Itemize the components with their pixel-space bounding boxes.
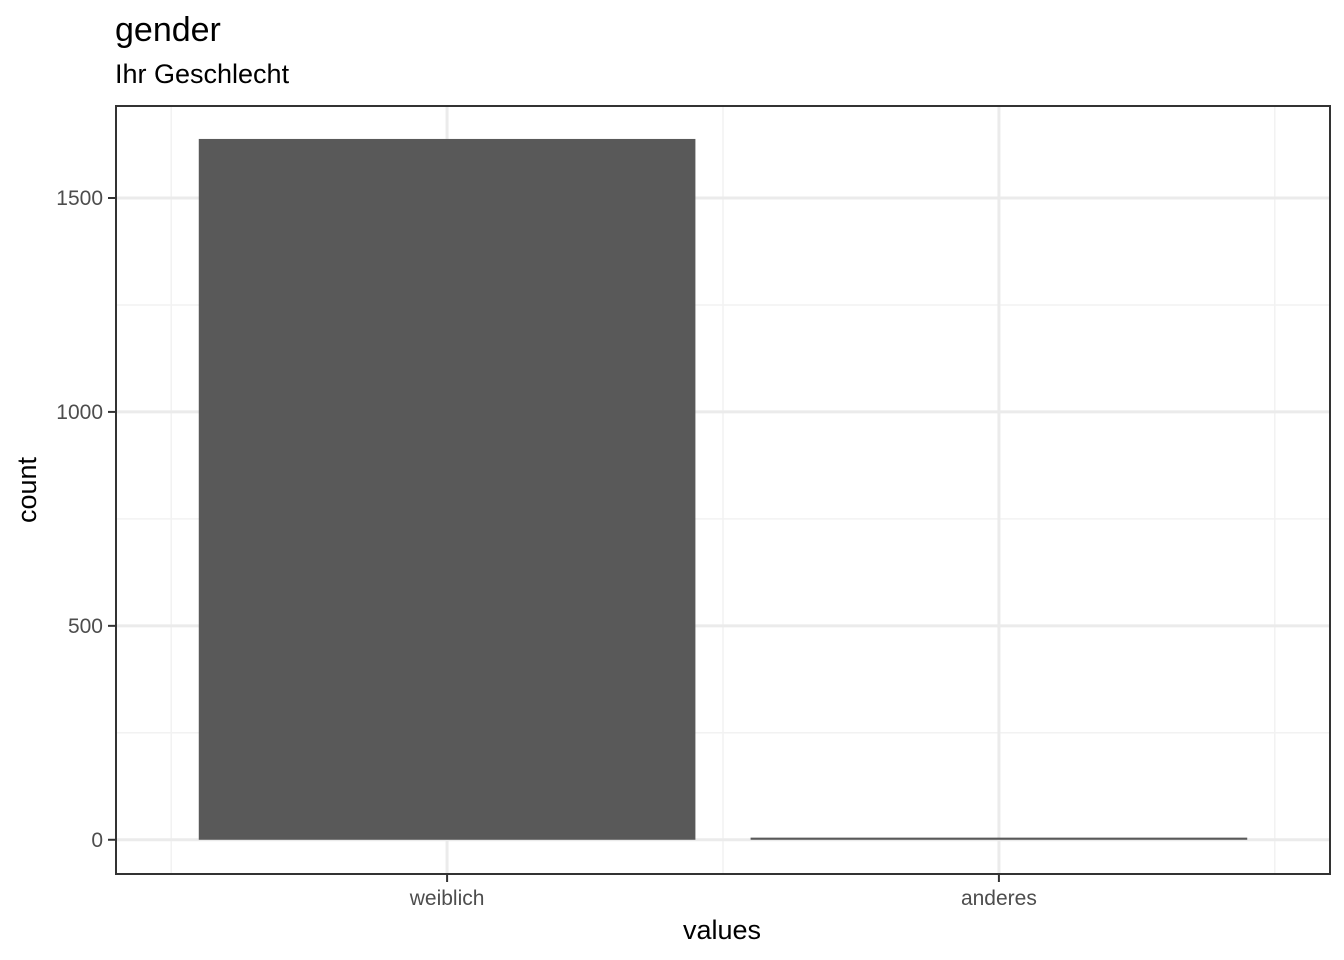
y-tick-label: 1000 <box>56 401 103 424</box>
chart-subtitle: Ihr Geschlecht <box>115 59 290 89</box>
plot-panel-border <box>115 105 1331 875</box>
y-tick-label: 500 <box>68 615 103 638</box>
y-axis-title: count <box>12 456 42 523</box>
bar-series <box>198 138 1248 840</box>
bar-anderes <box>750 837 1248 840</box>
chart-title: gender <box>115 11 221 49</box>
y-axis: 0 500 1000 1500 <box>56 187 116 852</box>
y-tick-label: 0 <box>91 829 103 852</box>
x-axis: weiblich anderes <box>409 874 1037 910</box>
x-tick-label: anderes <box>961 887 1037 910</box>
x-axis-title: values <box>683 915 761 945</box>
bar-weiblich <box>198 138 696 840</box>
x-tick-label: weiblich <box>409 887 485 910</box>
y-tick-label: 1500 <box>56 187 103 210</box>
